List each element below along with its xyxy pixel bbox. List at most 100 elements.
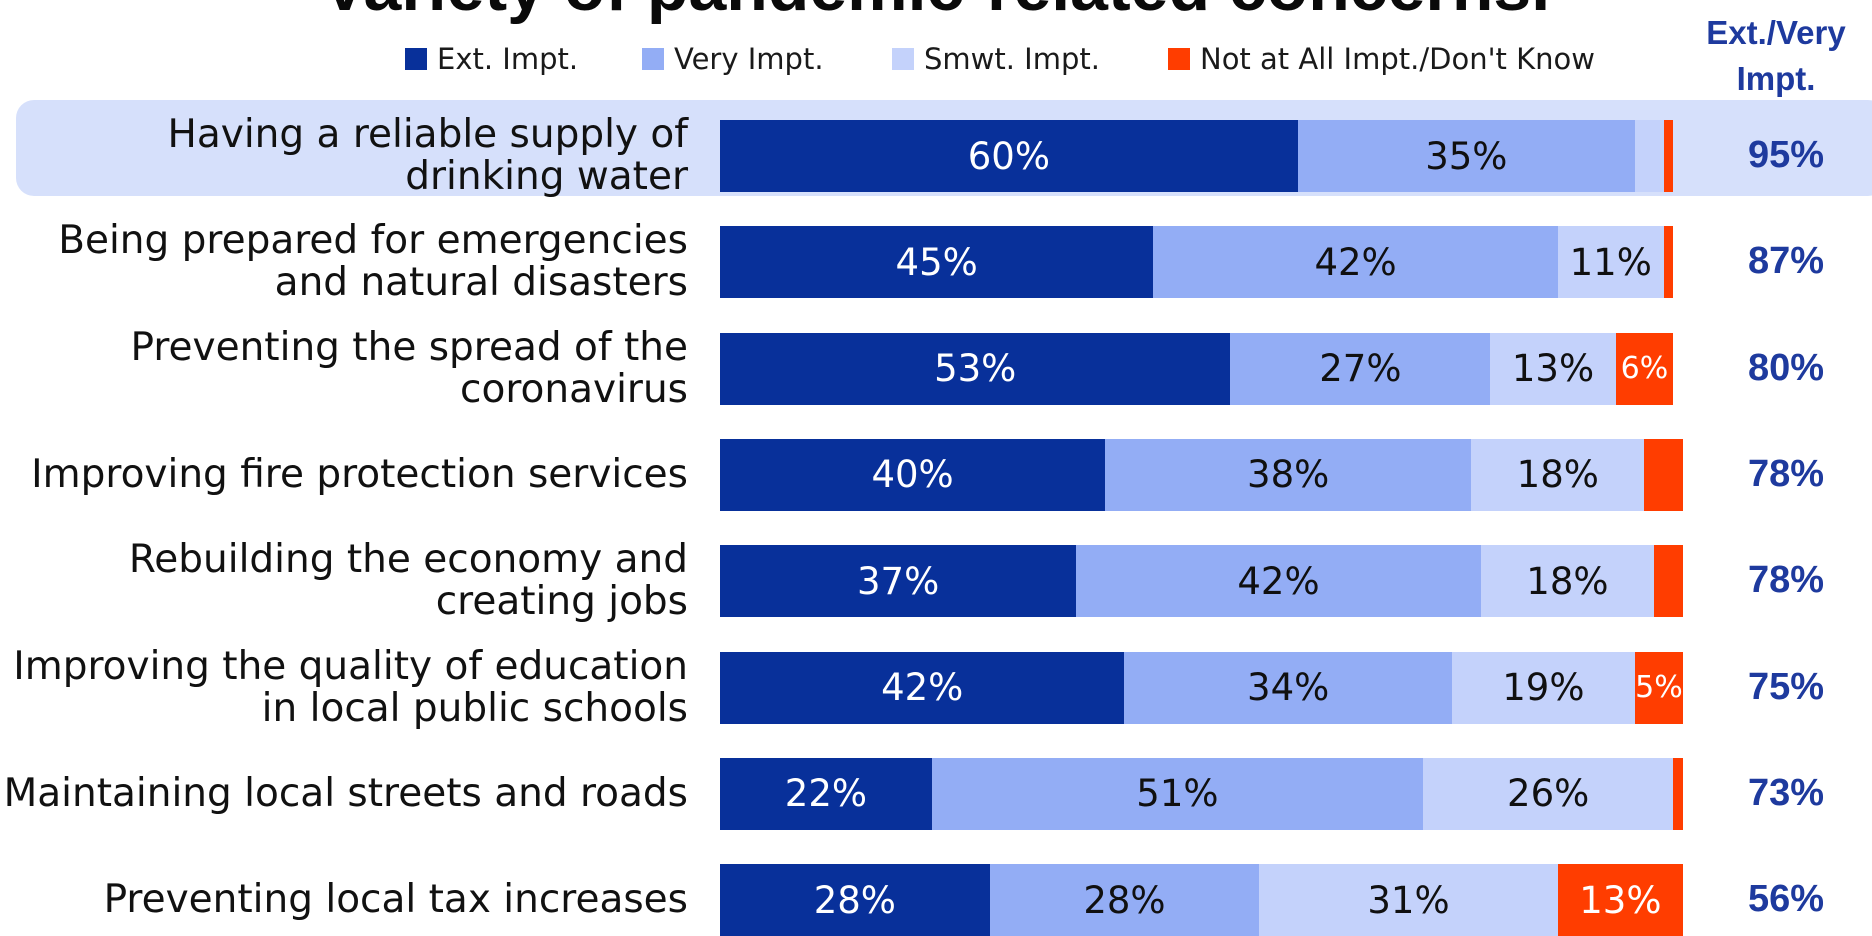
data-label: 37% — [857, 559, 940, 603]
category-label: Rebuilding the economy and creating jobs — [0, 539, 688, 623]
total-value: 95% — [1747, 134, 1825, 176]
bar-segment: 22% — [720, 757, 932, 830]
total-value: 73% — [1747, 771, 1825, 814]
data-label: 27% — [1319, 347, 1402, 391]
bar-segment: 35% — [1297, 120, 1635, 192]
bar-segment: 5% — [1634, 651, 1683, 724]
stacked-bar: 53% 27% 13% 6% — [720, 332, 1683, 405]
bar-segment: 28% — [720, 864, 990, 936]
category-label-line: Improving the quality of education — [13, 643, 688, 689]
bar-segment: 31% — [1259, 864, 1558, 936]
data-label: 13% — [1511, 347, 1595, 391]
legend-label: Ext. Impt. — [437, 42, 579, 76]
bar-segment — [1644, 438, 1683, 511]
legend-swatch — [642, 48, 664, 70]
totals-column-header: Ext./Very Impt. — [1706, 14, 1846, 97]
data-label: 53% — [934, 347, 1017, 391]
bar-segment — [1673, 757, 1683, 830]
category-label-line: coronavirus — [460, 366, 688, 412]
bar-segment: 13% — [1557, 864, 1683, 936]
bar-segment: 38% — [1105, 438, 1472, 511]
category-label: Maintaining local streets and roads — [0, 770, 688, 816]
bar-segment — [1663, 226, 1674, 299]
category-label-line: in local public schools — [261, 685, 688, 731]
data-label: 31% — [1367, 878, 1450, 922]
bar-segment — [1663, 120, 1674, 192]
legend-item-smwt-impt: Smwt. Impt. — [892, 42, 1100, 76]
data-label: 51% — [1136, 772, 1219, 816]
legend-item-ext-impt: Ext. Impt. — [405, 42, 578, 76]
bar-segment: 18% — [1471, 438, 1645, 511]
data-label: 42% — [1314, 240, 1397, 284]
legend-label: Smwt. Impt. — [924, 42, 1100, 76]
total-value: 75% — [1747, 665, 1825, 708]
bar-segment: 60% — [720, 120, 1298, 192]
chart-title: Variety of pandemic-related concerns. — [0, 0, 1872, 26]
category-label-line: Being prepared for emergencies — [58, 218, 688, 264]
bar-segment: 53% — [720, 332, 1231, 405]
total-value: 78% — [1747, 452, 1825, 495]
bar-segment: 42% — [1153, 226, 1558, 299]
bar-segment: 19% — [1451, 651, 1635, 724]
total-value: 78% — [1747, 559, 1825, 602]
bar-segment: 13% — [1490, 332, 1616, 405]
bar-segment — [1634, 120, 1664, 192]
bar-segment: 42% — [1076, 545, 1481, 618]
data-label: 6% — [1620, 351, 1669, 387]
stacked-bar: 37% 42% 18% — [720, 545, 1683, 618]
bar-segment: 6% — [1615, 332, 1674, 405]
legend-swatch — [1168, 48, 1190, 70]
data-label: 28% — [813, 878, 896, 922]
bar-segment: 27% — [1230, 332, 1491, 405]
data-label: 28% — [1083, 878, 1166, 922]
legend-swatch — [405, 48, 427, 70]
category-label-line: Preventing local tax increases — [103, 877, 688, 923]
bar-segment: 45% — [720, 226, 1154, 299]
category-label-line: Having a reliable supply of — [167, 112, 688, 157]
bar-segment: 11% — [1557, 226, 1664, 299]
bar-segment: 26% — [1422, 757, 1674, 830]
data-label: 40% — [871, 453, 954, 497]
total-value: 56% — [1747, 878, 1825, 921]
data-label: 18% — [1516, 453, 1599, 497]
total-value: 80% — [1747, 346, 1825, 389]
data-label: 42% — [881, 666, 964, 709]
data-label: 18% — [1526, 559, 1609, 603]
category-label: Preventing local tax increases — [0, 879, 688, 921]
data-label: 45% — [895, 240, 978, 284]
legend-item-not-at-all: Not at All Impt./Don't Know — [1168, 42, 1595, 76]
bar-segment: 40% — [720, 438, 1106, 511]
data-label: 60% — [967, 134, 1051, 178]
bar-segment: 34% — [1124, 651, 1452, 724]
bar-segment: 51% — [931, 757, 1423, 830]
stacked-bar: 60% 35% — [720, 120, 1683, 192]
legend-item-very-impt: Very Impt. — [642, 42, 824, 76]
category-label-line: creating jobs — [435, 579, 688, 625]
bar-segment — [1654, 545, 1683, 618]
category-label: Being prepared for emergencies and natura… — [0, 220, 688, 304]
data-label: 34% — [1247, 666, 1330, 709]
category-label: Improving fire protection services — [0, 451, 688, 497]
category-label: Having a reliable supply of drinking wate… — [0, 114, 688, 198]
category-label-line: Maintaining local streets and roads — [3, 770, 688, 816]
total-value: 87% — [1747, 240, 1825, 283]
stacked-bar: 22% 51% 26% — [720, 757, 1683, 830]
legend: Ext. Impt. Very Impt. Smwt. Impt. Not at… — [0, 42, 1700, 78]
category-label: Improving the quality of education in loc… — [0, 643, 688, 731]
bar-segment: 42% — [720, 651, 1125, 724]
category-label-line: Improving fire protection services — [31, 451, 688, 497]
data-label: 13% — [1579, 878, 1662, 922]
bar-segment: 28% — [989, 864, 1260, 936]
data-label: 35% — [1425, 134, 1508, 178]
data-label: 11% — [1569, 240, 1652, 284]
category-label: Preventing the spread of the coronavirus — [0, 326, 688, 412]
data-label: 26% — [1507, 772, 1590, 816]
data-label: 38% — [1247, 453, 1330, 497]
data-label: 19% — [1502, 666, 1585, 709]
data-label: 22% — [784, 772, 868, 816]
data-label: 5% — [1635, 670, 1683, 705]
data-label: 42% — [1237, 559, 1320, 603]
bar-segment: 37% — [720, 545, 1077, 618]
stacked-bar: 28% 28% 31% 13% — [720, 864, 1683, 936]
legend-swatch — [892, 48, 914, 70]
